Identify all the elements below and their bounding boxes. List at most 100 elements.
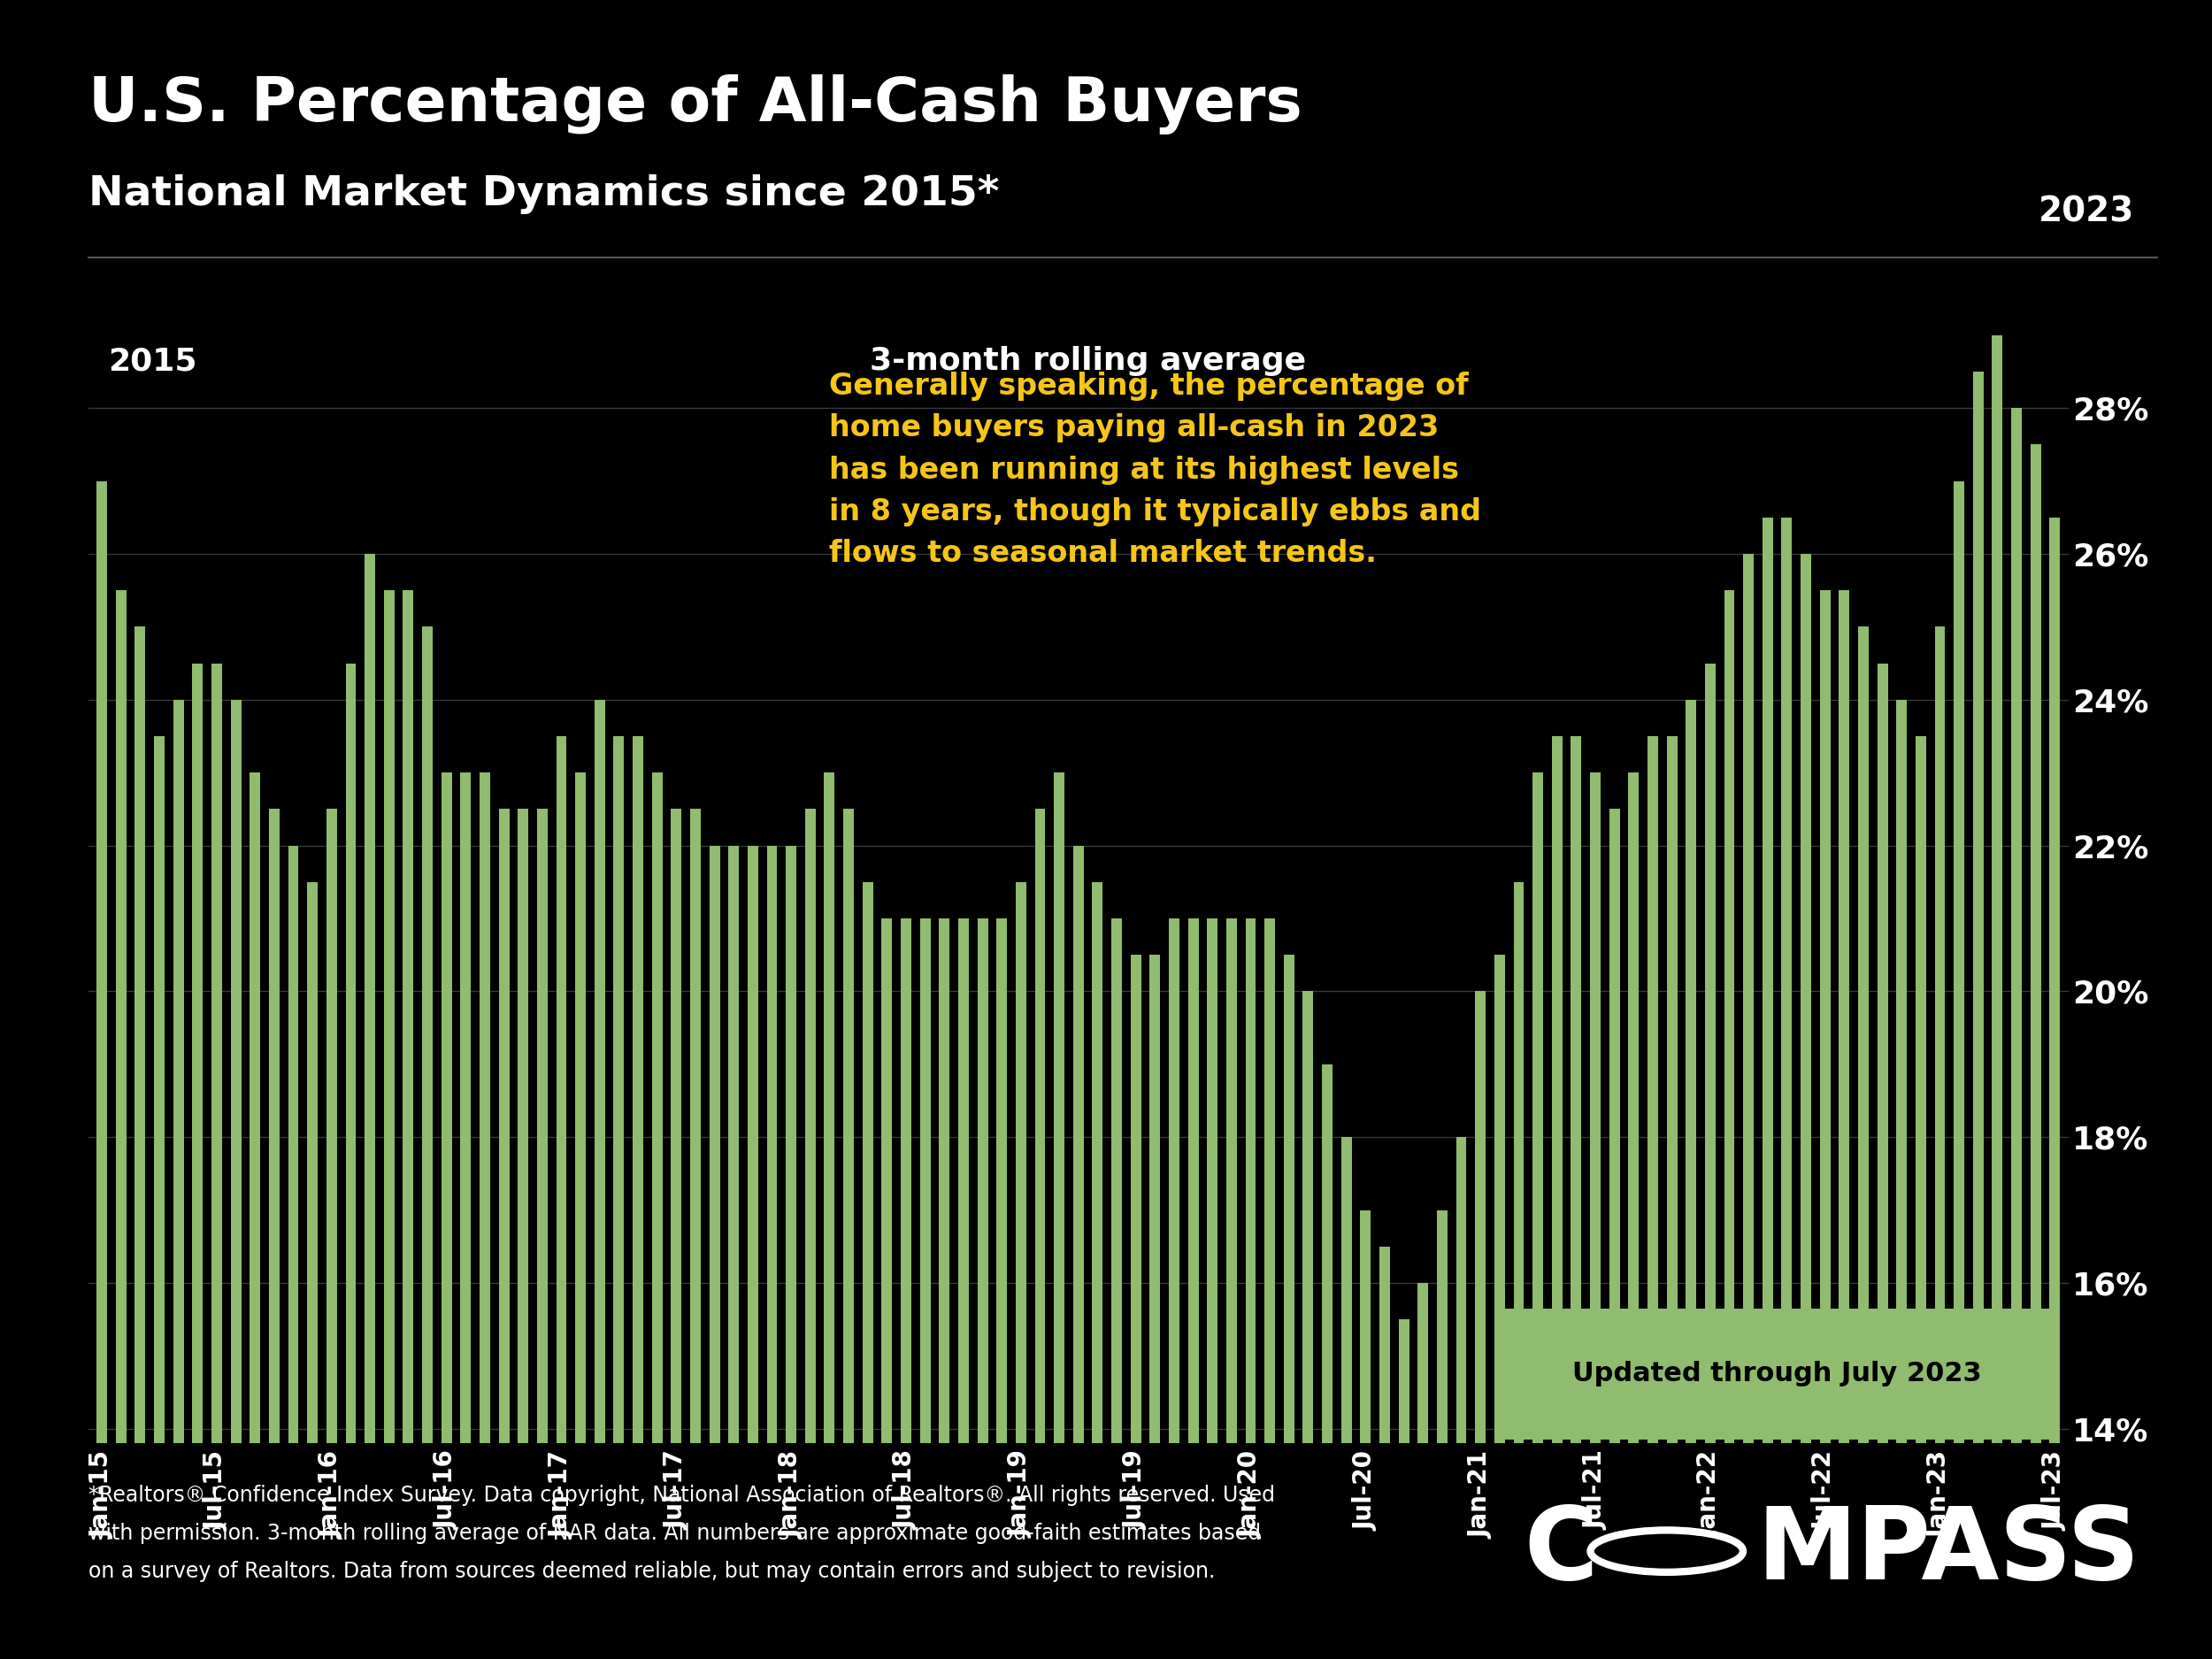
Bar: [230, 700, 241, 1659]
Bar: [710, 846, 719, 1659]
Bar: [555, 737, 566, 1659]
Bar: [498, 810, 509, 1659]
Bar: [327, 810, 336, 1659]
Bar: [978, 919, 989, 1659]
Bar: [385, 591, 394, 1659]
Bar: [155, 737, 164, 1659]
Bar: [805, 810, 816, 1659]
Bar: [1053, 773, 1064, 1659]
Bar: [173, 700, 184, 1659]
Bar: [2051, 518, 2059, 1659]
Bar: [595, 700, 604, 1659]
Bar: [1500, 1309, 2055, 1440]
Bar: [958, 919, 969, 1659]
Bar: [1208, 919, 1217, 1659]
Bar: [1993, 335, 2002, 1659]
Text: 2023: 2023: [2039, 196, 2135, 229]
Bar: [115, 591, 126, 1659]
Bar: [1225, 919, 1237, 1659]
Bar: [768, 846, 776, 1659]
Bar: [1533, 773, 1544, 1659]
Bar: [1973, 372, 1984, 1659]
Bar: [1323, 1063, 1332, 1659]
Bar: [1035, 810, 1046, 1659]
Bar: [1418, 1282, 1429, 1659]
Bar: [97, 481, 106, 1659]
Bar: [1590, 773, 1601, 1659]
Bar: [1896, 700, 1907, 1659]
Bar: [2031, 445, 2042, 1659]
Bar: [633, 737, 644, 1659]
Bar: [1878, 664, 1887, 1659]
Bar: [345, 664, 356, 1659]
Bar: [422, 627, 434, 1659]
Bar: [728, 846, 739, 1659]
Bar: [518, 810, 529, 1659]
Bar: [1265, 919, 1274, 1659]
Bar: [690, 810, 701, 1659]
Bar: [1130, 956, 1141, 1659]
Text: *Realtors® Confidence Index Survey. Data copyright, National Association of Real: *Realtors® Confidence Index Survey. Data…: [88, 1485, 1274, 1583]
Bar: [135, 627, 146, 1659]
Bar: [1648, 737, 1659, 1659]
Text: 2015: 2015: [108, 347, 197, 377]
Text: National Market Dynamics since 2015*: National Market Dynamics since 2015*: [88, 174, 1000, 214]
Text: Generally speaking, the percentage of
home buyers paying all-cash in 2023
has be: Generally speaking, the percentage of ho…: [830, 372, 1482, 567]
Bar: [1781, 518, 1792, 1659]
Bar: [1150, 956, 1161, 1659]
Bar: [1686, 700, 1697, 1659]
Bar: [250, 773, 261, 1659]
Bar: [1513, 883, 1524, 1659]
Bar: [653, 773, 661, 1659]
Bar: [1838, 591, 1849, 1659]
Bar: [1110, 919, 1121, 1659]
Bar: [1743, 554, 1754, 1659]
Bar: [1801, 554, 1812, 1659]
Text: Updated through July 2023: Updated through July 2023: [1573, 1362, 1982, 1387]
Bar: [1666, 737, 1677, 1659]
Text: MPASS: MPASS: [1756, 1501, 2139, 1601]
Bar: [1705, 664, 1717, 1659]
Bar: [192, 664, 204, 1659]
Bar: [212, 664, 221, 1659]
Bar: [1168, 919, 1179, 1659]
Bar: [1245, 919, 1256, 1659]
Bar: [1953, 481, 1964, 1659]
Bar: [613, 737, 624, 1659]
Bar: [538, 810, 549, 1659]
Bar: [1858, 627, 1869, 1659]
Bar: [1571, 737, 1582, 1659]
Bar: [1936, 627, 1944, 1659]
Bar: [1820, 591, 1829, 1659]
Bar: [1916, 737, 1927, 1659]
Bar: [863, 883, 874, 1659]
Bar: [1763, 518, 1772, 1659]
Bar: [825, 773, 834, 1659]
Bar: [1073, 846, 1084, 1659]
Bar: [1553, 737, 1562, 1659]
Bar: [670, 810, 681, 1659]
Bar: [883, 919, 891, 1659]
Bar: [1303, 992, 1314, 1659]
Bar: [1093, 883, 1104, 1659]
Bar: [480, 773, 491, 1659]
Bar: [1723, 591, 1734, 1659]
Bar: [1438, 1209, 1447, 1659]
Bar: [2011, 408, 2022, 1659]
Bar: [1283, 956, 1294, 1659]
Bar: [1380, 1246, 1389, 1659]
Bar: [1475, 992, 1486, 1659]
Bar: [365, 554, 376, 1659]
Bar: [920, 919, 931, 1659]
Text: 3-month rolling average: 3-month rolling average: [869, 347, 1305, 377]
Bar: [440, 773, 451, 1659]
Bar: [843, 810, 854, 1659]
Bar: [1495, 956, 1504, 1659]
Text: U.S. Percentage of All-Cash Buyers: U.S. Percentage of All-Cash Buyers: [88, 75, 1303, 134]
Bar: [1015, 883, 1026, 1659]
Bar: [1360, 1209, 1371, 1659]
Bar: [748, 846, 759, 1659]
Bar: [403, 591, 414, 1659]
Text: C: C: [1524, 1501, 1597, 1601]
Bar: [288, 846, 299, 1659]
